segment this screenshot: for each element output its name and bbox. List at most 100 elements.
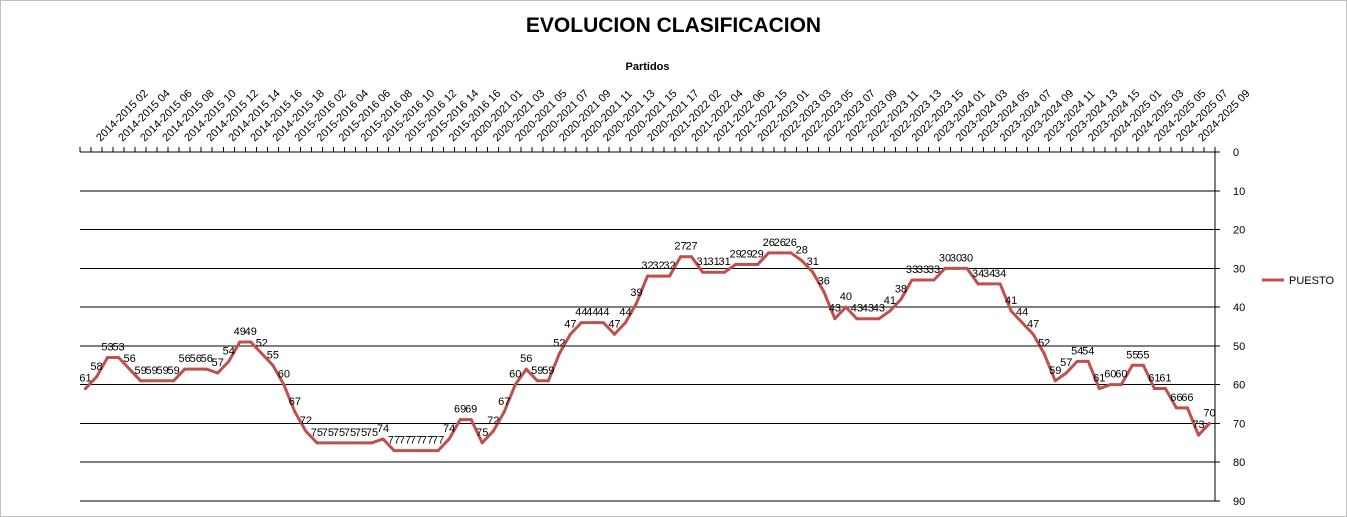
data-label: 67 <box>498 396 510 408</box>
data-point <box>436 449 440 453</box>
data-point <box>205 367 209 371</box>
data-point <box>822 290 826 294</box>
data-point <box>359 441 363 445</box>
data-point <box>1141 363 1145 367</box>
data-point <box>139 379 143 383</box>
data-label: 33 <box>928 264 940 276</box>
data-point <box>524 367 528 371</box>
data-label: 44 <box>597 307 609 319</box>
data-label: 49 <box>245 326 257 338</box>
data-point <box>1163 387 1167 391</box>
data-point <box>1031 332 1035 336</box>
data-label: 47 <box>564 318 576 330</box>
data-label: 69 <box>454 404 466 416</box>
data-label: 55 <box>1137 349 1149 361</box>
data-label: 43 <box>873 303 885 315</box>
data-label: 27 <box>674 241 686 253</box>
data-label: 54 <box>1071 345 1083 357</box>
data-point <box>447 437 451 441</box>
data-point <box>414 449 418 453</box>
data-label: 59 <box>1049 365 1061 377</box>
data-label: 75 <box>311 427 323 439</box>
data-point <box>95 375 99 379</box>
data-label: 43 <box>862 303 874 315</box>
data-label: 44 <box>1016 307 1028 319</box>
data-point <box>1097 387 1101 391</box>
data-label: 60 <box>509 369 521 381</box>
data-label: 29 <box>730 248 742 260</box>
data-label: 57 <box>1060 357 1072 369</box>
data-point <box>535 379 539 383</box>
data-point <box>304 429 308 433</box>
data-label: 34 <box>972 268 984 280</box>
data-label: 44 <box>586 307 598 319</box>
data-labels: 6158535356595959595656565754494952556067… <box>79 237 1215 447</box>
data-point <box>634 301 638 305</box>
data-point <box>1075 359 1079 363</box>
data-point <box>811 270 815 274</box>
data-point <box>1009 309 1013 313</box>
data-point <box>1185 406 1189 410</box>
data-label: 75 <box>355 427 367 439</box>
data-point <box>646 274 649 278</box>
data-point <box>767 251 771 255</box>
data-label: 59 <box>542 365 554 377</box>
data-label: 32 <box>641 260 653 272</box>
data-point <box>106 356 110 360</box>
data-label: 55 <box>1126 349 1138 361</box>
data-label: 60 <box>1104 369 1116 381</box>
data-label: 26 <box>774 237 786 249</box>
data-label: 73 <box>1192 419 1204 431</box>
data-point <box>690 255 694 259</box>
data-point <box>348 441 352 445</box>
data-point <box>1152 387 1156 391</box>
data-label: 41 <box>1005 295 1017 307</box>
data-label: 75 <box>366 427 378 439</box>
data-point <box>326 441 330 445</box>
data-point <box>800 259 804 263</box>
data-label: 77 <box>421 435 433 447</box>
data-label: 54 <box>223 345 235 357</box>
data-point <box>679 255 683 259</box>
data-point <box>557 352 561 356</box>
axes <box>79 147 1220 502</box>
data-point <box>657 274 661 278</box>
data-point <box>745 262 749 266</box>
data-point <box>282 383 286 387</box>
data-point <box>271 363 275 367</box>
data-point <box>513 383 517 387</box>
y-tick-label: 70 <box>1233 418 1245 430</box>
y-tick-label: 80 <box>1233 457 1245 469</box>
data-point <box>734 262 738 266</box>
data-label: 26 <box>785 237 797 249</box>
gridlines <box>80 151 1215 502</box>
y-tick-label: 40 <box>1233 302 1245 314</box>
data-point <box>590 321 594 325</box>
data-point <box>877 317 881 321</box>
data-point <box>194 367 198 371</box>
data-point <box>227 359 231 363</box>
data-label: 34 <box>983 268 995 280</box>
data-point <box>172 379 176 383</box>
data-point <box>612 332 616 336</box>
data-point <box>954 266 958 270</box>
data-point <box>183 367 187 371</box>
data-point <box>1020 321 1024 325</box>
data-point <box>546 379 550 383</box>
y-tick-label: 90 <box>1233 496 1245 508</box>
data-point <box>1086 359 1090 363</box>
data-point <box>943 266 947 270</box>
y-tick-labels: 0 10 20 30 40 50 60 70 80 90 <box>1233 147 1245 508</box>
data-point <box>458 418 462 422</box>
data-point <box>987 282 991 286</box>
data-point <box>480 441 484 445</box>
data-point <box>723 270 727 274</box>
data-label: 41 <box>884 295 896 307</box>
data-point <box>899 297 903 301</box>
data-point <box>1196 433 1200 437</box>
data-point <box>998 282 1002 286</box>
data-point <box>1174 406 1178 410</box>
